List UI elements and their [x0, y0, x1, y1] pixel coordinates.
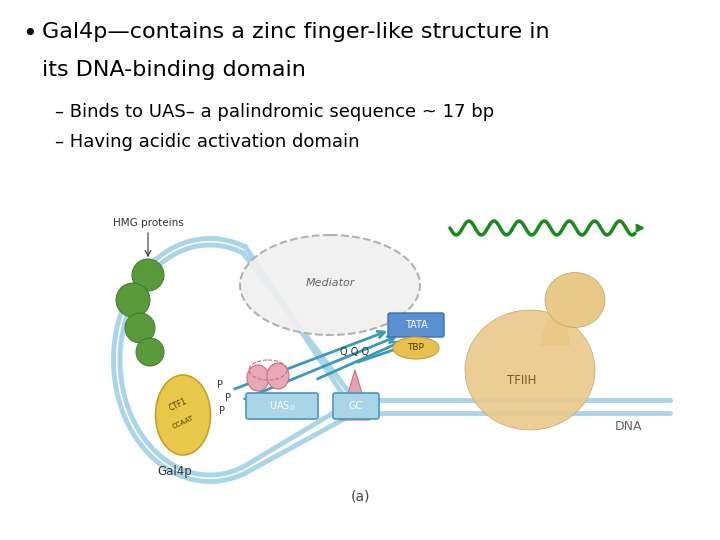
Text: P: P — [217, 380, 223, 390]
Text: – Having acidic activation domain: – Having acidic activation domain — [55, 133, 359, 151]
Text: Q Q Q: Q Q Q — [341, 347, 369, 357]
Text: – Binds to UAS– a palindromic sequence ~ 17 bp: – Binds to UAS– a palindromic sequence ~… — [55, 103, 494, 121]
Text: •: • — [22, 22, 37, 46]
Text: CCAAT: CCAAT — [171, 414, 194, 430]
FancyBboxPatch shape — [333, 393, 379, 419]
Circle shape — [136, 338, 164, 366]
Text: Gal4p: Gal4p — [158, 465, 192, 478]
Ellipse shape — [465, 310, 595, 430]
Circle shape — [132, 259, 164, 291]
Ellipse shape — [247, 365, 269, 391]
Text: P: P — [219, 406, 225, 416]
FancyBboxPatch shape — [246, 393, 318, 419]
Text: Sp1: Sp1 — [347, 394, 363, 402]
Ellipse shape — [240, 235, 420, 335]
Ellipse shape — [267, 363, 289, 389]
Circle shape — [125, 313, 155, 343]
Text: UAS$_G$: UAS$_G$ — [269, 399, 295, 413]
Text: TFIIH: TFIIH — [508, 374, 536, 387]
Polygon shape — [540, 320, 570, 345]
Text: (a): (a) — [350, 490, 370, 504]
Text: GC: GC — [349, 401, 363, 411]
Text: Mediator: Mediator — [305, 278, 355, 288]
Text: CTF1: CTF1 — [168, 397, 189, 413]
Text: Gal4p—contains a zinc finger-like structure in: Gal4p—contains a zinc finger-like struct… — [42, 22, 549, 42]
Text: TATA: TATA — [405, 320, 428, 330]
FancyBboxPatch shape — [388, 313, 444, 337]
Ellipse shape — [156, 375, 210, 455]
Ellipse shape — [393, 337, 439, 359]
Text: its DNA-binding domain: its DNA-binding domain — [42, 60, 306, 80]
Text: TBP: TBP — [408, 343, 424, 353]
Ellipse shape — [545, 273, 605, 327]
Text: P: P — [225, 393, 231, 403]
Polygon shape — [340, 370, 370, 420]
Text: HMG proteins: HMG proteins — [112, 218, 184, 228]
Text: DNA: DNA — [615, 420, 642, 433]
Circle shape — [116, 283, 150, 317]
